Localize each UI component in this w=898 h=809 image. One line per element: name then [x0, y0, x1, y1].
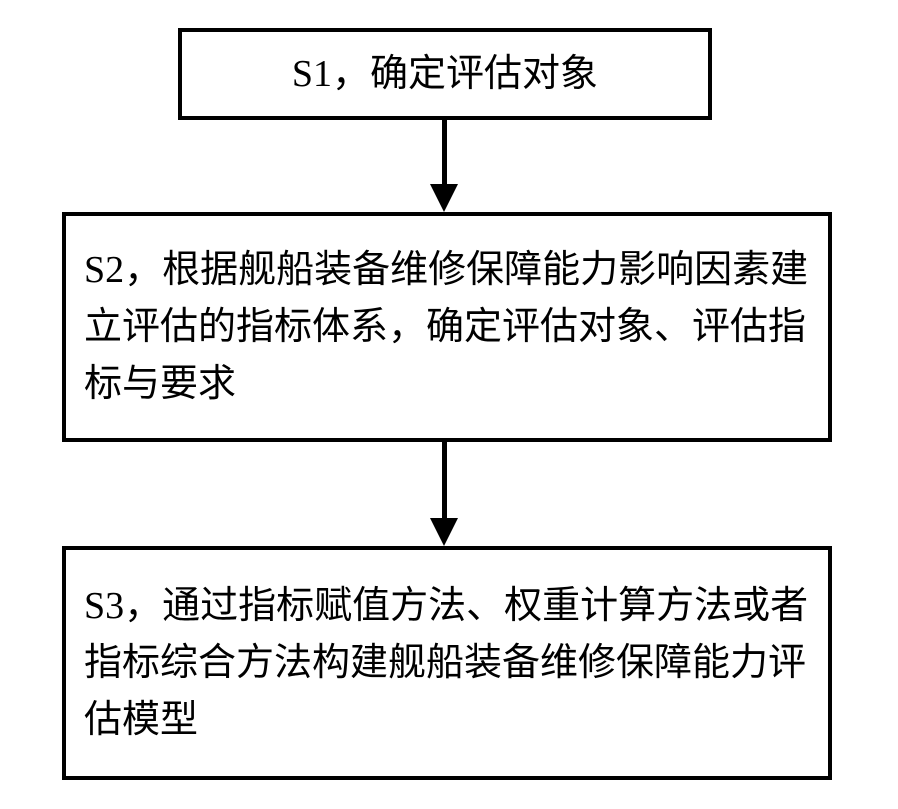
- arrow-2-line: [442, 442, 447, 518]
- step-s1-box: S1，确定评估对象: [178, 28, 712, 120]
- step-s1-text: S1，确定评估对象: [182, 46, 708, 103]
- flowchart: S1，确定评估对象 S2，根据舰船装备维修保障能力影响因素建立评估的指标体系，确…: [0, 0, 898, 809]
- step-s3-box: S3，通过指标赋值方法、权重计算方法或者指标综合方法构建舰船装备维修保障能力评估…: [62, 546, 832, 780]
- arrow-2-head-icon: [430, 518, 458, 546]
- step-s3-text: S3，通过指标赋值方法、权重计算方法或者指标综合方法构建舰船装备维修保障能力评估…: [66, 578, 828, 749]
- step-s2-box: S2，根据舰船装备维修保障能力影响因素建立评估的指标体系，确定评估对象、评估指标…: [62, 212, 832, 442]
- arrow-1-head-icon: [430, 184, 458, 212]
- arrow-1-line: [442, 120, 447, 184]
- step-s2-text: S2，根据舰船装备维修保障能力影响因素建立评估的指标体系，确定评估对象、评估指标…: [66, 242, 828, 413]
